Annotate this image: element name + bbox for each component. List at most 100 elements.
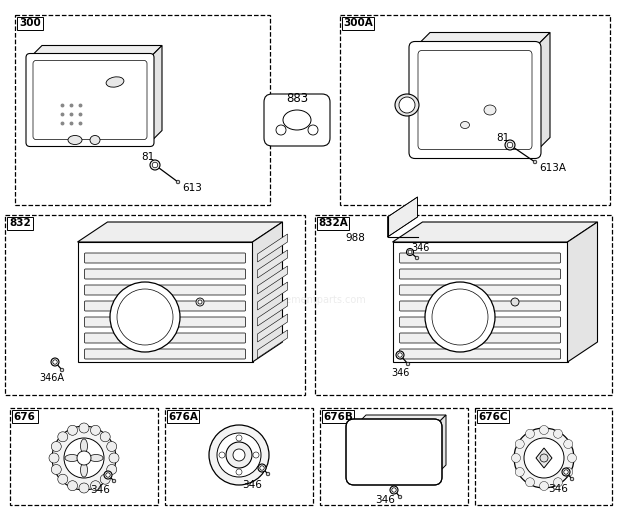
Circle shape xyxy=(554,429,562,438)
Polygon shape xyxy=(535,33,550,153)
Bar xyxy=(167,410,199,423)
Circle shape xyxy=(64,438,104,478)
Circle shape xyxy=(266,472,270,476)
Circle shape xyxy=(260,466,264,470)
Circle shape xyxy=(176,180,180,184)
Circle shape xyxy=(415,256,419,260)
Polygon shape xyxy=(567,222,598,362)
Circle shape xyxy=(100,432,110,442)
FancyBboxPatch shape xyxy=(84,317,246,327)
Polygon shape xyxy=(257,282,288,310)
Bar xyxy=(475,408,612,505)
FancyBboxPatch shape xyxy=(84,349,246,359)
FancyBboxPatch shape xyxy=(264,94,330,146)
Text: 346: 346 xyxy=(411,243,429,253)
Circle shape xyxy=(515,467,525,476)
Polygon shape xyxy=(388,197,417,237)
FancyBboxPatch shape xyxy=(26,54,154,147)
Bar xyxy=(17,17,43,30)
Text: 346: 346 xyxy=(375,495,395,505)
Polygon shape xyxy=(150,45,162,142)
Text: 346: 346 xyxy=(391,368,409,378)
Circle shape xyxy=(68,425,78,436)
Polygon shape xyxy=(392,222,598,242)
Polygon shape xyxy=(257,314,288,342)
FancyBboxPatch shape xyxy=(399,253,560,263)
FancyBboxPatch shape xyxy=(399,349,560,359)
Circle shape xyxy=(106,473,110,477)
Circle shape xyxy=(51,358,59,366)
Circle shape xyxy=(526,478,534,487)
Circle shape xyxy=(398,353,402,357)
Text: 81: 81 xyxy=(141,152,154,162)
Circle shape xyxy=(564,440,573,448)
Bar xyxy=(340,15,610,205)
Circle shape xyxy=(91,425,100,436)
Ellipse shape xyxy=(484,105,496,115)
Circle shape xyxy=(112,479,116,483)
Ellipse shape xyxy=(283,110,311,130)
Circle shape xyxy=(399,97,415,113)
Polygon shape xyxy=(536,448,552,468)
Circle shape xyxy=(533,160,537,164)
Text: 676A: 676A xyxy=(168,411,198,422)
FancyBboxPatch shape xyxy=(84,301,246,311)
Circle shape xyxy=(564,467,573,476)
Circle shape xyxy=(505,140,515,150)
Ellipse shape xyxy=(89,455,103,461)
Circle shape xyxy=(258,464,266,472)
Circle shape xyxy=(117,289,173,345)
Bar xyxy=(165,408,313,505)
Circle shape xyxy=(570,477,574,481)
Text: 883: 883 xyxy=(286,91,308,105)
Circle shape xyxy=(58,474,68,484)
Ellipse shape xyxy=(81,463,87,477)
Polygon shape xyxy=(78,242,252,362)
Circle shape xyxy=(60,368,64,372)
Circle shape xyxy=(407,249,414,255)
Bar xyxy=(7,217,32,230)
Bar xyxy=(320,408,468,505)
Circle shape xyxy=(79,423,89,433)
FancyBboxPatch shape xyxy=(399,285,560,295)
Bar xyxy=(342,17,374,30)
Circle shape xyxy=(540,454,548,462)
FancyBboxPatch shape xyxy=(84,253,246,263)
Polygon shape xyxy=(257,266,288,294)
Polygon shape xyxy=(78,222,283,242)
Circle shape xyxy=(209,425,269,485)
Circle shape xyxy=(51,442,61,452)
Text: 300A: 300A xyxy=(343,19,373,28)
Circle shape xyxy=(526,429,534,438)
FancyBboxPatch shape xyxy=(346,419,442,485)
Circle shape xyxy=(153,162,157,168)
FancyBboxPatch shape xyxy=(399,269,560,279)
Text: 832A: 832A xyxy=(318,218,348,229)
Text: 613: 613 xyxy=(182,183,202,193)
FancyBboxPatch shape xyxy=(399,317,560,327)
FancyBboxPatch shape xyxy=(84,333,246,343)
Text: 346: 346 xyxy=(548,484,568,494)
Circle shape xyxy=(511,298,519,306)
FancyBboxPatch shape xyxy=(84,269,246,279)
Bar xyxy=(5,215,305,395)
Circle shape xyxy=(77,451,91,465)
Text: 81: 81 xyxy=(497,133,510,143)
Circle shape xyxy=(567,454,577,462)
Circle shape xyxy=(100,474,110,484)
FancyBboxPatch shape xyxy=(409,41,541,158)
Circle shape xyxy=(110,282,180,352)
Circle shape xyxy=(396,351,404,359)
Circle shape xyxy=(68,481,78,491)
Bar xyxy=(10,408,158,505)
Bar xyxy=(477,410,509,423)
Text: 832: 832 xyxy=(9,218,30,229)
Text: 613A: 613A xyxy=(539,163,567,173)
Circle shape xyxy=(425,282,495,352)
Circle shape xyxy=(49,453,59,463)
Text: 988: 988 xyxy=(345,233,365,243)
Circle shape xyxy=(53,360,57,364)
Circle shape xyxy=(515,440,525,448)
Polygon shape xyxy=(252,222,283,362)
Circle shape xyxy=(107,464,117,475)
